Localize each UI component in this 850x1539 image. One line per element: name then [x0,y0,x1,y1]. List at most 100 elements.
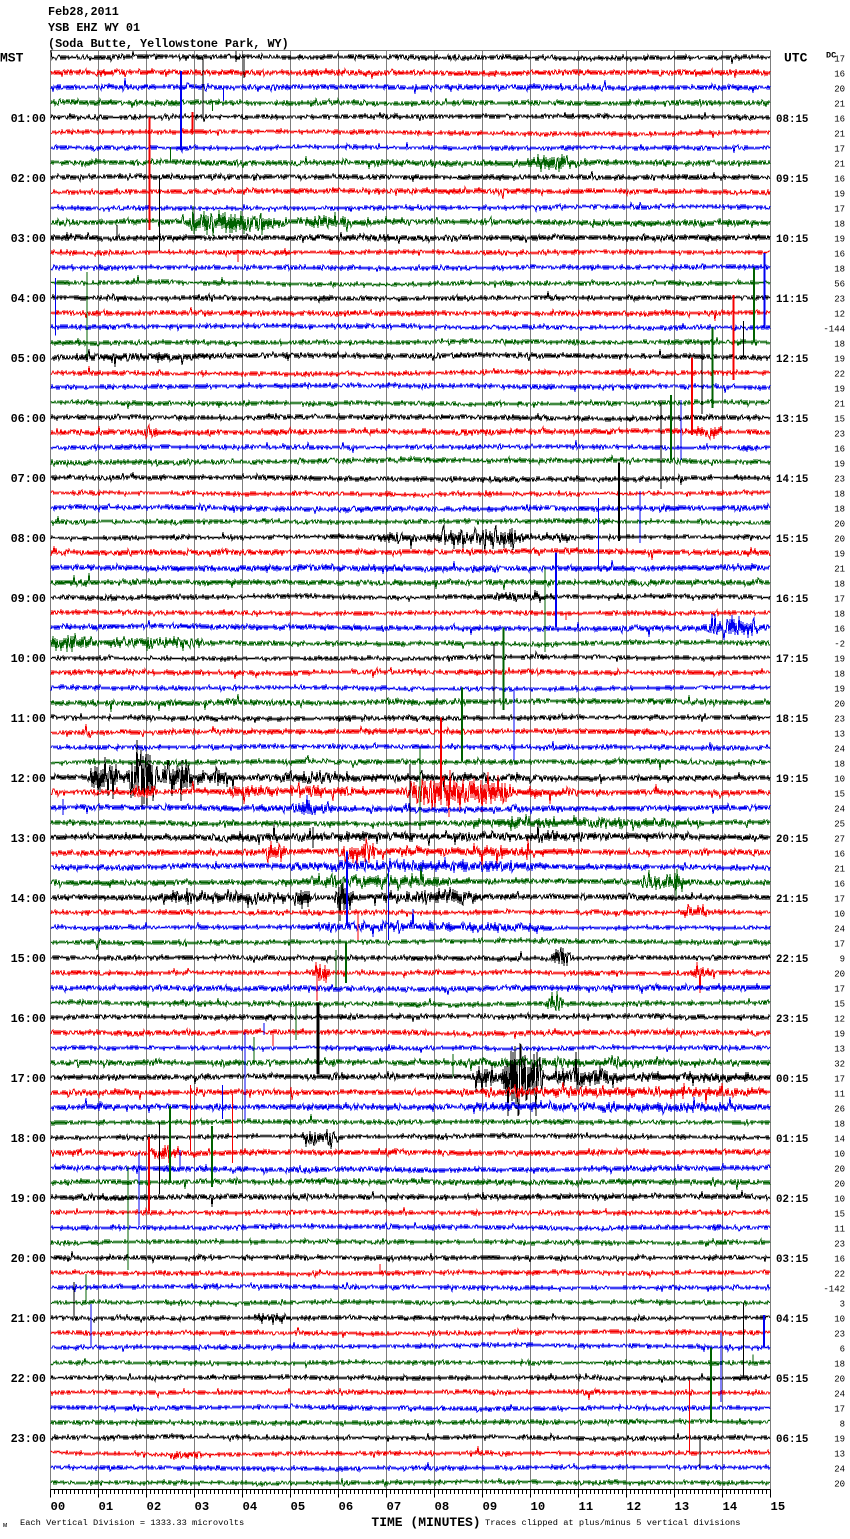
svg-text:19: 19 [834,655,845,665]
svg-text:12:00: 12:00 [11,772,46,786]
svg-text:02:15: 02:15 [776,1194,808,1206]
svg-text:17: 17 [834,145,845,155]
svg-text:13:00: 13:00 [11,832,46,846]
svg-text:06:00: 06:00 [11,412,46,426]
svg-text:25: 25 [834,820,845,830]
svg-text:19: 19 [834,385,845,395]
svg-text:14:15: 14:15 [776,474,808,486]
svg-text:21: 21 [834,130,845,140]
svg-text:16: 16 [834,1255,845,1265]
svg-text:10: 10 [834,775,845,785]
svg-text:19: 19 [834,190,845,200]
svg-text:19:15: 19:15 [776,774,808,786]
svg-text:20: 20 [834,1375,845,1385]
svg-text:15: 15 [834,1000,845,1010]
svg-text:16: 16 [834,175,845,185]
svg-text:20:00: 20:00 [11,1252,46,1266]
svg-text:16:15: 16:15 [776,594,808,606]
svg-text:15: 15 [834,790,845,800]
svg-text:-142: -142 [823,1285,845,1295]
svg-text:22:00: 22:00 [11,1372,46,1386]
svg-text:15:00: 15:00 [11,952,46,966]
svg-text:09: 09 [483,1500,498,1514]
svg-text:10:00: 10:00 [11,652,46,666]
svg-text:24: 24 [834,925,845,935]
svg-text:17:15: 17:15 [776,654,808,666]
svg-text:18: 18 [834,760,845,770]
svg-text:13: 13 [834,1045,845,1055]
svg-text:17: 17 [834,55,845,65]
svg-text:23: 23 [834,430,845,440]
svg-text:DC: DC [826,51,836,61]
svg-text:22: 22 [834,1270,845,1280]
svg-text:18: 18 [834,265,845,275]
svg-text:14:00: 14:00 [11,892,46,906]
svg-text:17: 17 [834,595,845,605]
svg-text:14: 14 [723,1500,738,1514]
svg-text:08: 08 [435,1500,450,1514]
svg-text:10:15: 10:15 [776,234,808,246]
svg-text:YSB EHZ WY 01: YSB EHZ WY 01 [48,21,140,35]
svg-text:15: 15 [834,415,845,425]
svg-text:20: 20 [834,1480,845,1490]
svg-text:10: 10 [531,1500,546,1514]
svg-text:15: 15 [771,1500,786,1514]
svg-text:09:00: 09:00 [11,592,46,606]
svg-text:Feb28,2011: Feb28,2011 [48,5,119,19]
svg-text:16: 16 [834,445,845,455]
svg-text:TIME (MINUTES): TIME (MINUTES) [371,1515,480,1530]
svg-text:06: 06 [339,1500,354,1514]
svg-text:21:15: 21:15 [776,894,808,906]
svg-text:02:00: 02:00 [11,172,46,186]
svg-text:23: 23 [834,1240,845,1250]
svg-text:05:00: 05:00 [11,352,46,366]
svg-text:00:15: 00:15 [776,1074,808,1086]
svg-text:14: 14 [834,1135,845,1145]
svg-text:19: 19 [834,1435,845,1445]
svg-text:17: 17 [834,985,845,995]
svg-text:17: 17 [834,1075,845,1085]
svg-text:23: 23 [834,295,845,305]
svg-text:19: 19 [834,235,845,245]
svg-text:18:15: 18:15 [776,714,808,726]
svg-text:26: 26 [834,1105,845,1115]
svg-text:16:00: 16:00 [11,1012,46,1026]
svg-text:04: 04 [243,1500,258,1514]
svg-text:03:00: 03:00 [11,232,46,246]
svg-text:20:15: 20:15 [776,834,808,846]
svg-text:16: 16 [834,880,845,890]
svg-text:23: 23 [834,1330,845,1340]
svg-text:05: 05 [291,1500,306,1514]
svg-text:20: 20 [834,520,845,530]
svg-text:16: 16 [834,850,845,860]
svg-text:18: 18 [834,1360,845,1370]
svg-text:-2: -2 [834,640,845,650]
svg-text:03:15: 03:15 [776,1254,808,1266]
svg-text:23:00: 23:00 [11,1432,46,1446]
svg-text:21: 21 [834,100,845,110]
svg-text:21: 21 [834,865,845,875]
svg-text:8: 8 [840,1420,845,1430]
svg-text:11: 11 [834,1225,845,1235]
svg-text:17: 17 [834,205,845,215]
svg-text:6: 6 [840,1345,845,1355]
svg-text:07: 07 [387,1500,402,1514]
svg-text:9: 9 [840,955,845,965]
svg-text:18:00: 18:00 [11,1132,46,1146]
svg-text:13: 13 [834,1450,845,1460]
svg-text:06:15: 06:15 [776,1434,808,1446]
svg-text:19:00: 19:00 [11,1192,46,1206]
svg-text:16: 16 [834,115,845,125]
svg-text:17: 17 [834,1405,845,1415]
svg-text:00: 00 [51,1500,66,1514]
svg-text:20: 20 [834,85,845,95]
svg-text:12: 12 [834,310,845,320]
svg-text:21: 21 [834,160,845,170]
svg-text:24: 24 [834,1390,845,1400]
svg-text:22: 22 [834,370,845,380]
svg-text:19: 19 [834,355,845,365]
svg-text:19: 19 [834,685,845,695]
svg-text:UTC: UTC [784,51,808,66]
svg-text:10: 10 [834,1315,845,1325]
svg-text:21: 21 [834,400,845,410]
